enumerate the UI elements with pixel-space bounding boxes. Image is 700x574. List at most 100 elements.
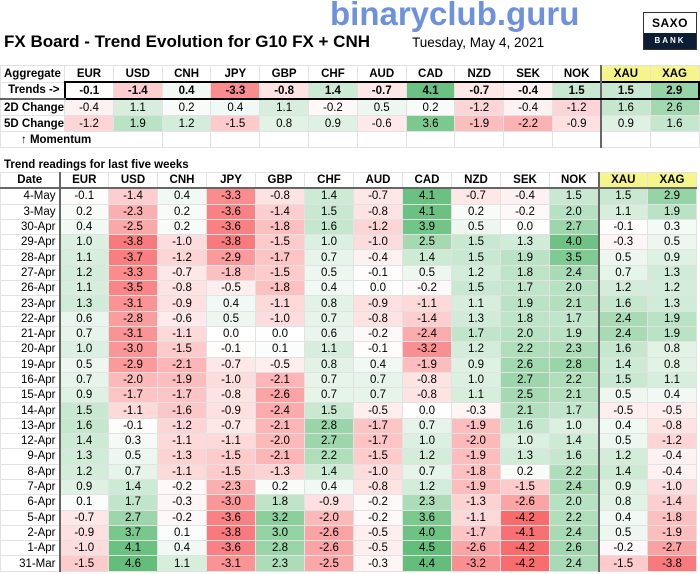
value-cell-xag: 1.2 xyxy=(647,280,697,297)
value-cell-nzd: 1.5 xyxy=(451,234,501,251)
value-cell-xau: 1.4 xyxy=(597,463,648,480)
value-cell-nzd: -1.9 xyxy=(454,115,505,132)
column-header-usd: USD xyxy=(108,172,158,190)
value-cell-xag: 0.3 xyxy=(647,218,697,236)
value-cell-aud: 0.7 xyxy=(353,371,403,389)
table-row: 12-Apr 1.4 0.3 -1.1 -1.1 -2.0 2.7 -1.7 1.0 -2.0 1.… xyxy=(0,433,697,450)
value-cell-chf: -2.0 xyxy=(304,509,354,526)
value-cell-cad: 3.6 xyxy=(402,509,452,526)
date-cell: 15-Apr xyxy=(0,387,61,404)
value-cell-nok: 2.3 xyxy=(549,341,599,358)
value-cell-xau: -0.2 xyxy=(597,540,648,557)
table-row: 3-May 0.2 -2.3 0.2 -3.6 -1.4 1.5 -0.8 4.1 0.2 -0.2… xyxy=(0,203,697,220)
value-cell-aud: -1.7 xyxy=(353,433,403,450)
value-cell-aud: -0.3 xyxy=(353,555,403,572)
value-cell-usd: -3.1 xyxy=(108,325,158,343)
value-cell-sek: -4.1 xyxy=(500,524,550,542)
value-cell-eur: 1.3 xyxy=(59,448,109,465)
value-cell-nok: 1.5 xyxy=(551,81,602,100)
value-cell-jpy: -3.3 xyxy=(206,187,256,205)
table-row: 22-Apr 0.6 -2.8 -0.6 0.5 -1.0 0.7 -0.8 -1.4 1.3 1.… xyxy=(0,310,697,327)
value-cell-xag: -1.4 xyxy=(647,494,697,511)
value-cell-cad: 4.1 xyxy=(402,203,452,220)
value-cell-nzd: -1.2 xyxy=(454,98,505,116)
date-cell: 12-Apr xyxy=(0,433,61,450)
value-cell-gbp: 3.0 xyxy=(255,524,305,542)
value-cell-usd: 1.4 xyxy=(108,478,158,496)
row-header-label: Aggregate xyxy=(0,65,66,83)
value-cell-sek: -0.4 xyxy=(500,187,550,205)
value-cell-jpy: -2.9 xyxy=(206,249,256,266)
value-cell-chf: 1.6 xyxy=(304,218,354,236)
value-cell-xag: -1.9 xyxy=(647,524,697,542)
date-cell: 21-Apr xyxy=(0,325,61,343)
value-cell-usd: 4.6 xyxy=(108,555,158,572)
value-cell-gbp: -1.5 xyxy=(255,264,305,282)
value-cell-eur: -0.9 xyxy=(59,524,109,542)
date-cell: 28-Apr xyxy=(0,249,61,266)
value-cell-xag: 2.6 xyxy=(649,98,700,116)
value-cell-gbp: 2.8 xyxy=(255,540,305,557)
value-cell-chf: 2.2 xyxy=(304,448,354,465)
momentum-row: ↑ Momentum xyxy=(0,131,700,148)
value-cell-chf: 0.8 xyxy=(304,295,354,312)
value-cell-cnh: 0.4 xyxy=(161,81,212,100)
value-cell-xag: 2.9 xyxy=(649,81,700,100)
column-header-xau: XAU xyxy=(597,172,648,190)
value-cell-sek: 2.5 xyxy=(500,387,550,404)
empty-cell xyxy=(161,131,212,148)
table-row: 14-Apr 1.5 -1.1 -1.6 -0.9 -2.4 1.5 -0.5 0.0 -0.3 2… xyxy=(0,402,697,419)
date-cell: 26-Apr xyxy=(0,280,61,297)
value-cell-nok: 2.8 xyxy=(549,356,599,373)
value-cell-nok: 2.0 xyxy=(549,203,599,220)
value-cell-nzd: -2.6 xyxy=(451,540,501,557)
value-cell-xau: 0.4 xyxy=(597,509,648,526)
value-cell-gbp: -1.8 xyxy=(255,280,305,297)
value-cell-eur: -1.5 xyxy=(59,555,109,572)
value-cell-jpy: -0.9 xyxy=(206,402,256,419)
value-cell-gbp: -0.8 xyxy=(255,187,305,205)
value-cell-jpy: -0.5 xyxy=(206,280,256,297)
value-cell-usd: 1.7 xyxy=(108,494,158,511)
value-cell-nok: 1.4 xyxy=(549,433,599,450)
value-cell-aud: -0.1 xyxy=(353,264,403,282)
date-cell: 8-Apr xyxy=(0,463,61,480)
value-cell-cnh: -1.7 xyxy=(157,387,207,404)
value-cell-cnh: 0.4 xyxy=(157,187,207,205)
value-cell-cad: 0.7 xyxy=(402,463,452,480)
value-cell-sek: 0.2 xyxy=(500,463,550,480)
empty-cell xyxy=(356,131,407,148)
value-cell-jpy: -1.1 xyxy=(206,433,256,450)
value-cell-chf: 1.4 xyxy=(308,81,358,100)
value-cell-aud: -0.9 xyxy=(353,295,403,312)
table-row: 9-Apr 1.3 0.5 -1.3 -1.5 -2.1 2.2 -1.5 1.2 -1.9 1.3… xyxy=(0,448,697,465)
value-cell-eur: 0.2 xyxy=(59,203,109,220)
value-cell-gbp: -2.1 xyxy=(255,417,305,435)
empty-cell xyxy=(600,131,651,148)
value-cell-sek: 1.3 xyxy=(500,234,550,251)
value-cell-chf: 0.5 xyxy=(304,264,354,282)
date-cell: 4-May xyxy=(0,187,61,205)
value-cell-usd: -3.7 xyxy=(108,249,158,266)
value-cell-xag: 0.8 xyxy=(647,356,697,373)
empty-cell xyxy=(405,131,456,148)
date-cell: 22-Apr xyxy=(0,310,61,327)
table-row: 26-Apr 1.1 -3.5 -0.8 -0.5 -1.8 0.4 0.0 -0.2 1.5 1.… xyxy=(0,280,697,297)
report-date: Tuesday, May 4, 2021 xyxy=(412,35,545,50)
table-row: 6-Apr 0.1 1.7 -0.3 -3.0 1.8 -0.9 -0.2 2.3 -1.3 -2.… xyxy=(0,494,697,511)
table-row: 27-Apr 1.2 -3.3 -0.7 -1.8 -1.5 0.5 -0.1 0.5 1.2 1.… xyxy=(0,264,697,282)
value-cell-cad: 1.0 xyxy=(402,433,452,450)
value-cell-xau: 2.4 xyxy=(597,310,648,327)
value-cell-cad: 2.3 xyxy=(402,494,452,511)
value-cell-sek: 1.0 xyxy=(500,433,550,450)
value-cell-nok: 2.4 xyxy=(549,555,599,572)
value-cell-chf: 1.5 xyxy=(304,402,354,419)
date-cell: 2-Apr xyxy=(0,524,61,542)
date-cell: 6-Apr xyxy=(0,494,61,511)
value-cell-sek: -2.6 xyxy=(500,494,550,511)
value-cell-chf: 0.6 xyxy=(304,325,354,343)
value-cell-sek: 1.6 xyxy=(500,417,550,435)
value-cell-aud: -0.2 xyxy=(353,494,403,511)
value-cell-nzd: -3.2 xyxy=(451,555,501,572)
value-cell-aud: -1.7 xyxy=(353,417,403,435)
